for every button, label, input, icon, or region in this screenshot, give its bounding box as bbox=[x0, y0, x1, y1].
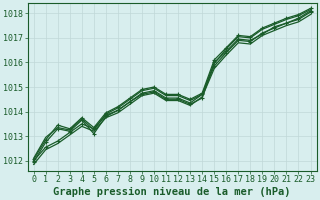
X-axis label: Graphe pression niveau de la mer (hPa): Graphe pression niveau de la mer (hPa) bbox=[53, 186, 291, 197]
